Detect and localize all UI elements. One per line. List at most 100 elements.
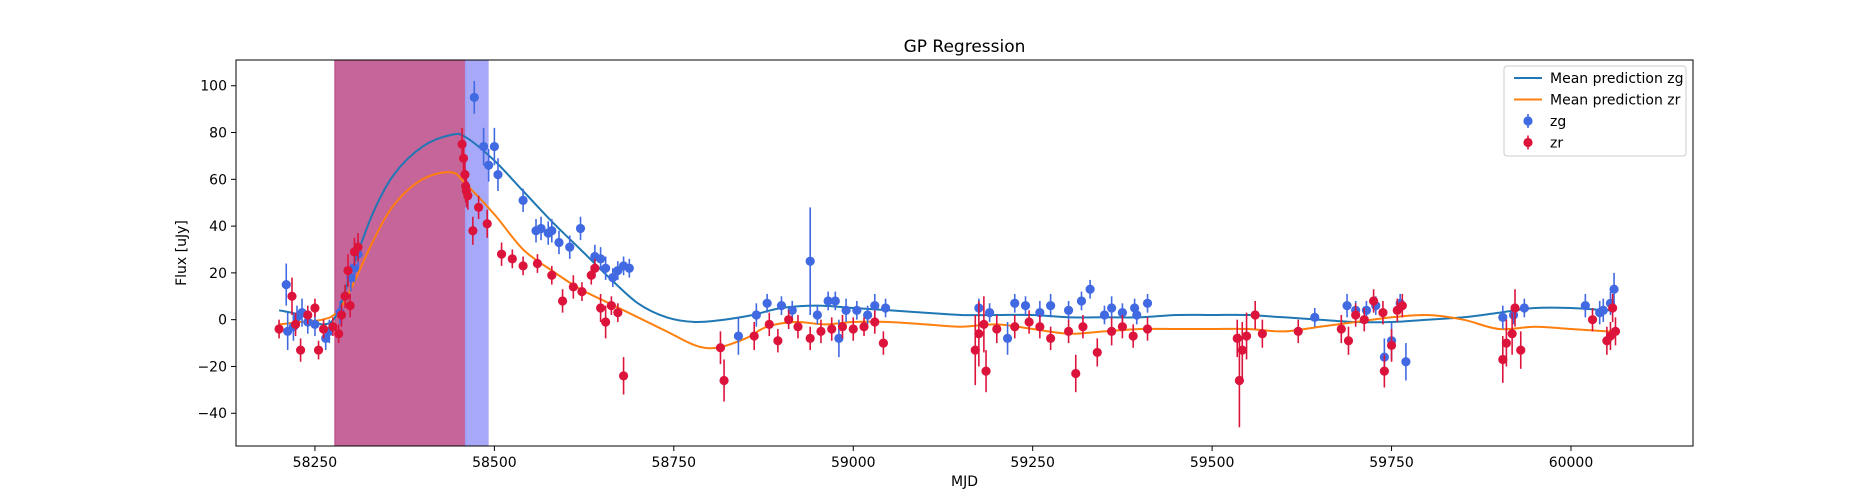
legend-box	[1503, 65, 1687, 157]
zg-marker-57	[1085, 284, 1095, 294]
zg-point-51	[1010, 293, 1020, 313]
zg-marker-0	[281, 279, 291, 290]
zr-point-81	[1351, 303, 1361, 327]
zg-marker-52	[1020, 301, 1031, 311]
legend-label-mean-prediction-zg: Mean prediction zg	[1550, 71, 1684, 87]
zg-marker-60	[1117, 308, 1128, 318]
zr-point-32	[577, 282, 587, 301]
zg-marker-17	[493, 170, 503, 180]
zr-point-84	[1378, 300, 1388, 325]
zg-marker-13	[469, 92, 479, 103]
zr-marker-31	[568, 282, 578, 292]
zr-marker-7	[318, 324, 329, 334]
zr-point-23	[473, 195, 484, 220]
x-tick-label-4: 59250	[1010, 455, 1055, 471]
zr-marker-17	[458, 153, 469, 163]
zg-marker-44	[852, 305, 862, 315]
zr-marker-72	[1232, 333, 1242, 343]
zr-point-11	[340, 284, 350, 308]
zr-point-34	[590, 258, 600, 278]
zr-point-27	[518, 256, 528, 276]
zg-point-64	[1310, 307, 1320, 327]
zr-marker-86	[1386, 340, 1397, 351]
zr-marker-16	[457, 139, 467, 149]
zr-marker-43	[764, 319, 774, 329]
zr-point-31	[568, 275, 578, 299]
zr-point-76	[1250, 300, 1260, 330]
zg-point-52	[1020, 296, 1031, 315]
zr-marker-90	[1501, 338, 1511, 348]
zr-marker-5	[310, 303, 320, 313]
zr-marker-48	[816, 326, 826, 336]
zr-point-8	[328, 317, 338, 337]
zg-marker-78	[1598, 305, 1608, 315]
zr-marker-10	[336, 310, 347, 320]
x-axis-label: MJD	[951, 474, 978, 490]
zr-marker-25	[496, 249, 507, 259]
zg-marker-49	[985, 308, 995, 318]
zr-point-51	[848, 317, 858, 341]
zr-marker-80	[1343, 336, 1354, 346]
zg-marker-58	[1099, 310, 1110, 320]
zg-marker-42	[834, 333, 844, 343]
zg-marker-36	[776, 301, 787, 311]
zr-marker-91	[1507, 329, 1517, 339]
zg-marker-37	[787, 305, 797, 315]
zr-marker-58	[981, 366, 991, 376]
zr-point-85	[1379, 354, 1389, 388]
y-tick-label-0: −40	[197, 406, 227, 422]
zr-point-53	[870, 310, 880, 334]
zr-marker-62	[1035, 322, 1045, 332]
zr-marker-21	[463, 191, 473, 201]
zr-marker-92	[1510, 303, 1520, 313]
zg-marker-62	[1132, 310, 1142, 320]
zr-marker-27	[518, 261, 528, 271]
zg-point-34	[751, 303, 761, 327]
zg-point-72	[1401, 343, 1411, 381]
zr-marker-76	[1250, 310, 1260, 320]
zr-marker-8	[328, 322, 338, 332]
zr-marker-35	[596, 303, 606, 313]
zg-point-38	[805, 207, 815, 315]
zg-point-62	[1132, 305, 1142, 325]
zr-point-7	[318, 319, 329, 339]
zr-point-97	[1608, 293, 1618, 323]
zr-point-26	[507, 249, 517, 269]
y-axis-label: Flux [uJy]	[174, 220, 190, 286]
zr-marker-73	[1234, 375, 1244, 386]
zg-marker-46	[870, 301, 880, 311]
zr-point-41	[719, 359, 729, 402]
zr-point-1	[287, 277, 297, 315]
zg-point-54	[1046, 293, 1056, 318]
zr-point-94	[1587, 307, 1598, 332]
zr-point-29	[547, 265, 557, 285]
zg-point-59	[1107, 296, 1117, 320]
zr-point-28	[532, 254, 543, 273]
zr-point-22	[468, 216, 478, 245]
zg-marker-43	[841, 305, 851, 315]
zg-marker-38	[805, 256, 815, 266]
zr-marker-70	[1128, 331, 1138, 341]
zr-point-43	[764, 312, 774, 337]
zr-marker-15	[353, 242, 363, 252]
zr-point-60	[1010, 314, 1020, 339]
zg-point-73	[1498, 305, 1508, 330]
zr-marker-22	[468, 226, 478, 236]
zg-point-27	[596, 247, 606, 271]
zr-point-91	[1507, 312, 1517, 355]
zr-marker-59	[992, 324, 1002, 334]
zr-marker-30	[557, 296, 568, 306]
y-tick-label-7: 100	[200, 79, 227, 95]
zr-marker-4	[303, 310, 313, 320]
zr-point-46	[793, 314, 803, 339]
zr-point-17	[458, 141, 469, 175]
zr-point-12	[343, 254, 353, 287]
legend-label-mean-prediction-zr: Mean prediction zr	[1550, 93, 1681, 109]
zr-marker-54	[878, 338, 888, 348]
zg-marker-67	[1361, 305, 1372, 315]
zg-marker-74	[1508, 310, 1519, 320]
zr-point-71	[1142, 317, 1153, 341]
zg-point-65	[1342, 293, 1352, 318]
zr-point-6	[313, 340, 324, 360]
